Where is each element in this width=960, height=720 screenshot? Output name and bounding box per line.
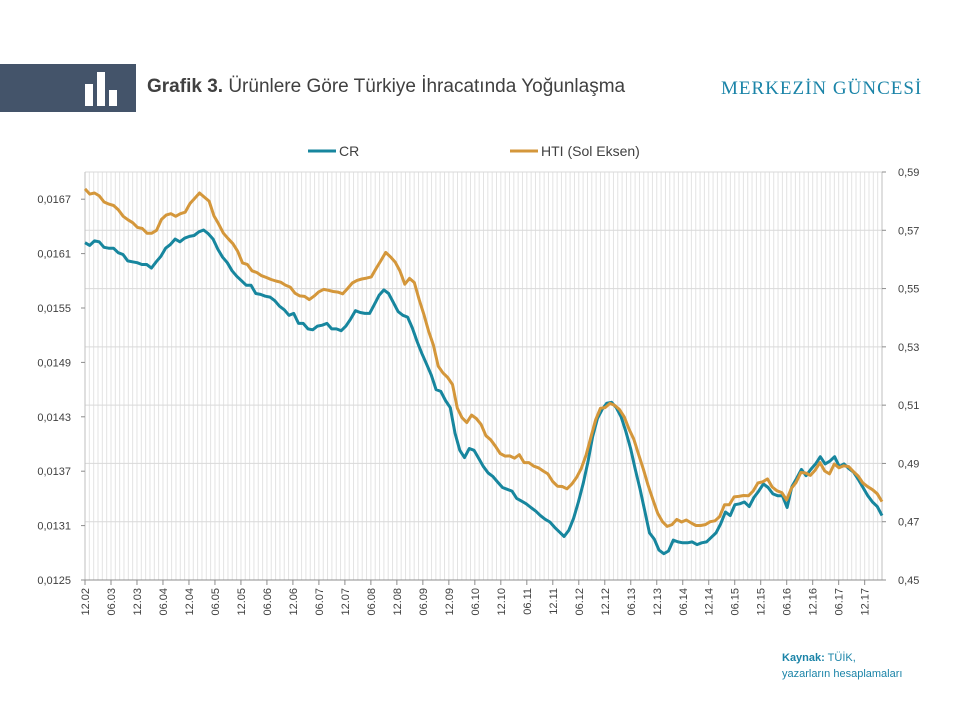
y-right-tick-label: 0,53 xyxy=(898,342,919,354)
x-tick-label: 06.16 xyxy=(782,588,794,616)
x-tick-label: 12.07 xyxy=(340,588,352,616)
y-right-tick-label: 0,59 xyxy=(898,167,919,179)
x-tick-label: 12.12 xyxy=(600,588,612,616)
chart-title: Grafik 3. Ürünlere Göre Türkiye İhracatı… xyxy=(147,76,625,98)
x-tick-label: 06.17 xyxy=(834,588,846,616)
x-tick-label: 06.03 xyxy=(106,588,118,616)
x-tick-label: 12.06 xyxy=(288,588,300,616)
legend: CR HTI (Sol Eksen) xyxy=(308,143,640,159)
y-right-tick-label: 0,57 xyxy=(898,225,919,237)
x-tick-label: 06.15 xyxy=(730,588,742,616)
grid xyxy=(84,171,883,581)
y-left-tick-label: 0,0167 xyxy=(37,194,71,206)
header-block xyxy=(0,64,136,112)
y-right-tick-label: 0,49 xyxy=(898,458,919,470)
y-right-tick-label: 0,51 xyxy=(898,400,919,412)
y-right-tick-label: 0,55 xyxy=(898,284,919,296)
y-left-tick-label: 0,0149 xyxy=(37,357,71,369)
x-tick-label: 06.11 xyxy=(522,588,534,615)
brand-logo: MERKEZİN GÜNCESİ xyxy=(721,78,923,99)
y-right-tick-label: 0,45 xyxy=(898,575,919,587)
x-tick-label: 12.16 xyxy=(808,588,820,616)
series-lines xyxy=(83,187,884,556)
y-left-tick-label: 0,0143 xyxy=(37,412,71,424)
x-tick-label: 12.13 xyxy=(652,588,664,616)
x-tick-label: 12.02 xyxy=(80,588,92,616)
x-tick-label: 12.05 xyxy=(236,588,248,616)
x-tick-label: 12.11 xyxy=(548,588,560,615)
legend-cr-label: CR xyxy=(339,143,359,159)
x-tick-label: 12.03 xyxy=(132,588,144,616)
x-tick-label: 12.17 xyxy=(860,588,872,616)
y-right-tick-label: 0,47 xyxy=(898,517,919,529)
x-tick-label: 06.06 xyxy=(262,588,274,616)
y-left-tick-label: 0,0137 xyxy=(37,466,71,478)
x-tick-label: 12.04 xyxy=(184,588,196,616)
y-left-tick-label: 0,0125 xyxy=(37,575,71,587)
series-line-hti xyxy=(83,187,884,528)
x-tick-label: 06.08 xyxy=(366,588,378,616)
x-tick-label: 06.09 xyxy=(418,588,430,616)
series-line-cr xyxy=(84,228,884,556)
y-left-tick-label: 0,0155 xyxy=(37,303,71,315)
x-tick-label: 12.14 xyxy=(704,588,716,616)
source-text: TÜİK, xyxy=(827,652,856,664)
axes: 0,0125 0,0131 0,0137 0,0143 0,0149 0,0155 0,01… xyxy=(37,167,919,616)
x-tick-label: 12.15 xyxy=(756,588,768,616)
title-text: Ürünlere Göre Türkiye İhracatında Yoğunl… xyxy=(228,76,626,97)
x-tick-label: 12.10 xyxy=(496,588,508,616)
x-tick-label: 06.12 xyxy=(574,588,586,616)
x-tick-label: 06.10 xyxy=(470,588,482,616)
x-tick-label: 12.08 xyxy=(392,588,404,616)
source-note: Kaynak: TÜİK, yazarların hesaplamaları xyxy=(782,650,902,682)
y-left-tick-label: 0,0131 xyxy=(37,521,71,533)
source-label: Kaynak: xyxy=(782,652,825,664)
x-tick-label: 12.09 xyxy=(444,588,456,616)
x-tick-label: 06.13 xyxy=(626,588,638,616)
y-left-tick-label: 0,0161 xyxy=(37,249,71,261)
bar-chart-icon xyxy=(85,72,117,106)
source-line2: yazarların hesaplamaları xyxy=(782,668,903,680)
x-tick-label: 06.05 xyxy=(210,588,222,616)
x-tick-label: 06.14 xyxy=(678,588,690,616)
x-tick-label: 06.04 xyxy=(158,588,170,616)
title-prefix: Grafik 3. xyxy=(147,76,224,97)
legend-hti-label: HTI (Sol Eksen) xyxy=(541,143,640,159)
x-tick-label: 06.07 xyxy=(314,588,326,616)
